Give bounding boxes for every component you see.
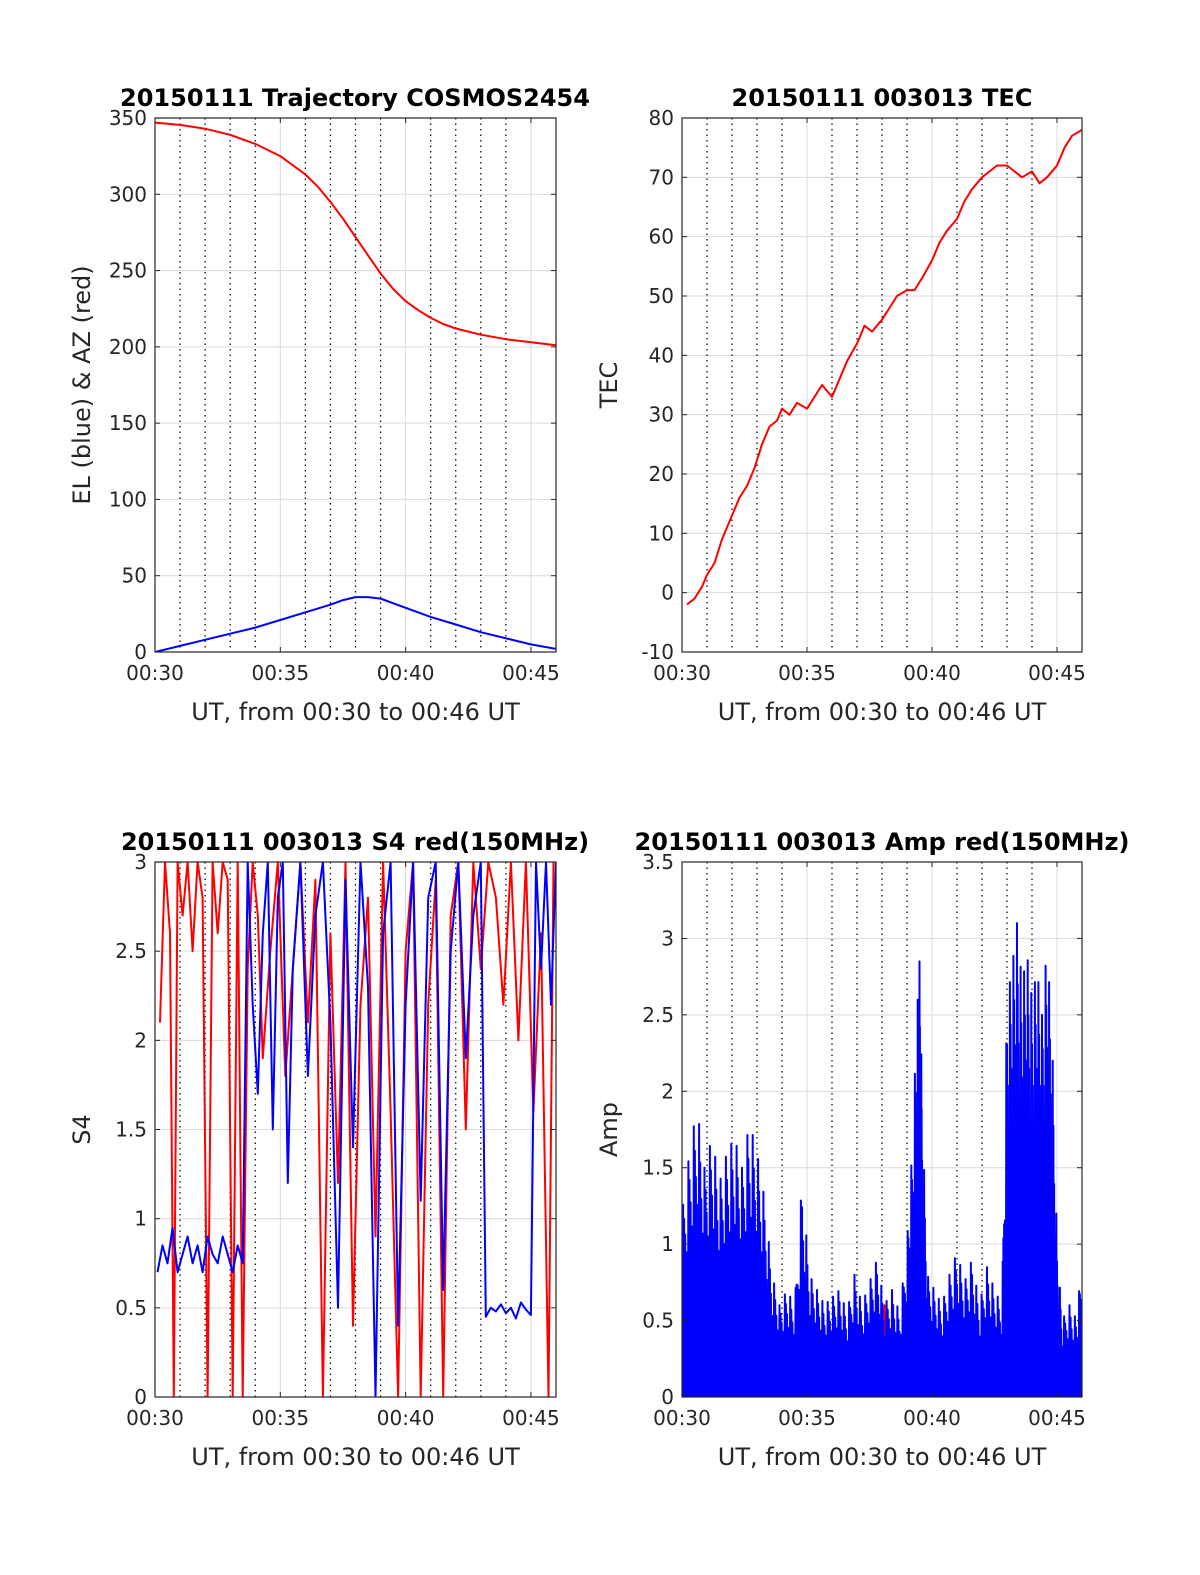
- ytick-label: 0: [134, 640, 147, 664]
- x-axis-label: UT, from 00:30 to 00:46 UT: [718, 1443, 1047, 1471]
- chart-title: 20150111 003013 S4 red(150MHz): [121, 828, 589, 856]
- ytick-label: 2: [661, 1079, 674, 1103]
- series-line-blue: [155, 596, 556, 652]
- chart-s4: 0 0.5 1 1.5 2 2.5 3 00:30 00:35 00:40 00:45 2015011…: [68, 828, 589, 1471]
- y-axis-label: Amp: [595, 1102, 623, 1157]
- ytick-label: 150: [109, 411, 147, 435]
- series-line-red: [159, 862, 555, 1397]
- series-group: [156, 862, 556, 1397]
- chart-title: 20150111 003013 Amp red(150MHz): [635, 828, 1130, 856]
- ytick-label: 0: [134, 1385, 147, 1409]
- xtick-label: 00:35: [251, 661, 309, 685]
- y-axis-label: TEC: [595, 362, 623, 410]
- xtick-label: 00:40: [903, 1406, 961, 1430]
- chart-title: 20150111 003013 TEC: [732, 84, 1033, 112]
- xtick-label: 00:30: [653, 661, 711, 685]
- chart-trajectory: 0 50 100 150 200 250 300 350 00:30 00:35 00:40 00:4…: [68, 84, 590, 726]
- xtick-label: 00:45: [502, 661, 560, 685]
- series-group: [682, 922, 1082, 1397]
- ytick-label: 60: [649, 225, 674, 249]
- ytick-label: 50: [122, 564, 147, 588]
- chart-title: 20150111 Trajectory COSMOS2454: [120, 84, 590, 112]
- ytick-label: 200: [109, 335, 147, 359]
- xtick-label: 00:35: [251, 1406, 309, 1430]
- xtick-label: 00:30: [126, 661, 184, 685]
- xtick-label: 00:40: [903, 661, 961, 685]
- ytick-label: 300: [109, 182, 147, 206]
- xtick-label: 00:35: [778, 1406, 836, 1430]
- xtick-label: 00:40: [377, 661, 435, 685]
- ytick-label: 10: [649, 521, 674, 545]
- ytick-label: 20: [649, 462, 674, 486]
- plot-area: [155, 118, 556, 652]
- xtick-label: 00:45: [1028, 1406, 1086, 1430]
- x-axis-label: UT, from 00:30 to 00:46 UT: [191, 1443, 520, 1471]
- ytick-label: 30: [649, 403, 674, 427]
- xtick-label: 00:35: [778, 661, 836, 685]
- axes-box: [681, 861, 1083, 1398]
- ytick-label: 1.5: [115, 1118, 147, 1142]
- chart-tec: -10 0 10 20 30 40 50 60 70 80 00:30 00:35 00:40 00:45…: [595, 84, 1086, 726]
- xtick-label: 00:40: [377, 1406, 435, 1430]
- ytick-label: 0: [661, 581, 674, 605]
- ytick-label: 1.5: [642, 1156, 674, 1180]
- ytick-label: 50: [649, 284, 674, 308]
- series-line-blue: [682, 922, 1082, 1397]
- ytick-label: 0.5: [115, 1296, 147, 1320]
- ytick-label: 0: [661, 1385, 674, 1409]
- ytick-label: 0.5: [642, 1309, 674, 1333]
- axes-box: [681, 117, 1083, 653]
- series-group: [155, 121, 556, 652]
- ytick-label: 70: [649, 165, 674, 189]
- ytick-label: 2.5: [642, 1003, 674, 1027]
- ytick-label: 250: [109, 259, 147, 283]
- y-axis-label: EL (blue) & AZ (red): [68, 265, 96, 504]
- xtick-label: 00:45: [1028, 661, 1086, 685]
- ytick-label: 3: [134, 850, 147, 874]
- ytick-label: -10: [641, 640, 674, 664]
- series-line-blue: [156, 862, 556, 1397]
- series-group: [686, 129, 1082, 606]
- plot-area: [682, 118, 1082, 652]
- y-axis-label: S4: [68, 1114, 96, 1145]
- ytick-label: 3.5: [642, 850, 674, 874]
- axes-box: [154, 117, 557, 653]
- ytick-label: 350: [109, 106, 147, 130]
- ytick-label: 2.5: [115, 939, 147, 963]
- x-axis-label: UT, from 00:30 to 00:46 UT: [718, 698, 1047, 726]
- x-axis-label: UT, from 00:30 to 00:46 UT: [191, 698, 520, 726]
- ytick-label: 1: [661, 1232, 674, 1256]
- ytick-label: 40: [649, 343, 674, 367]
- series-line-red: [686, 129, 1082, 606]
- ytick-label: 100: [109, 487, 147, 511]
- xtick-label: 00:45: [502, 1406, 560, 1430]
- series-line-red: [155, 121, 556, 347]
- chart-amp: 0 0.5 1 1.5 2 2.5 3 3.5 00:30 00:35 00:40 00:45 2015…: [595, 828, 1129, 1471]
- ytick-label: 3: [661, 926, 674, 950]
- xtick-label: 00:30: [653, 1406, 711, 1430]
- ytick-label: 80: [649, 106, 674, 130]
- ytick-label: 1: [134, 1207, 147, 1231]
- ytick-label: 2: [134, 1028, 147, 1052]
- xtick-label: 00:30: [126, 1406, 184, 1430]
